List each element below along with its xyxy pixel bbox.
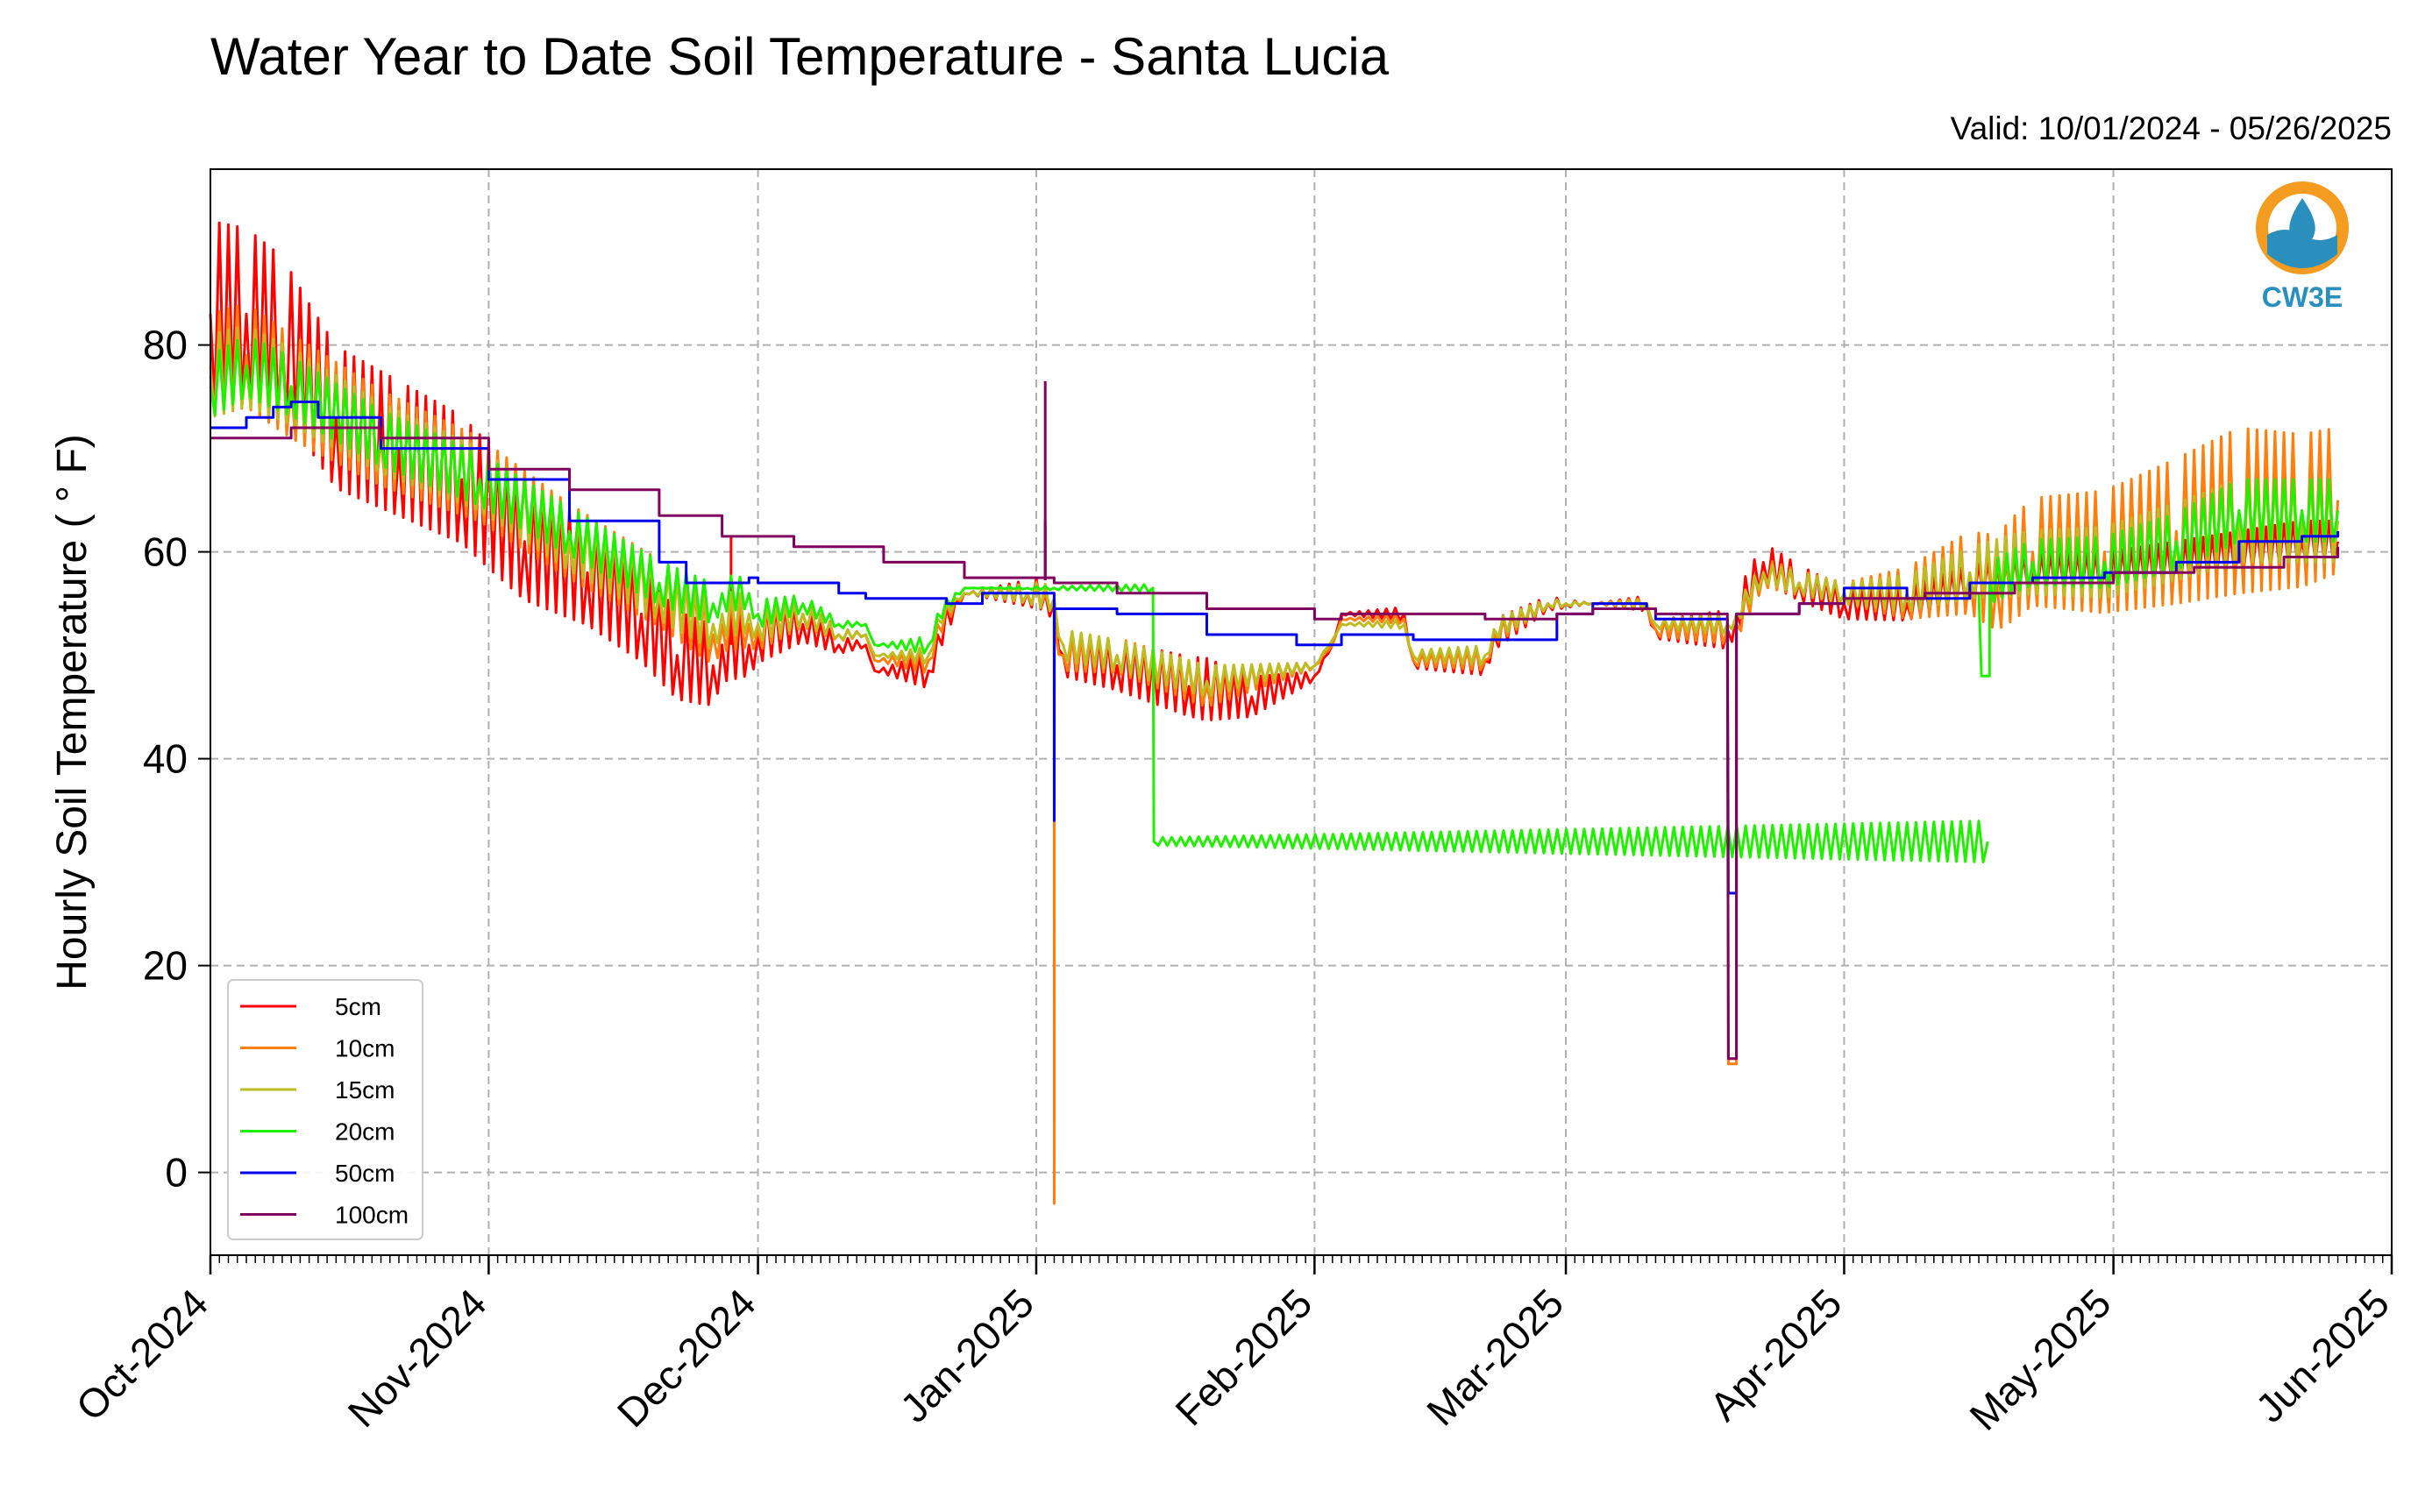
legend-label-10cm: 10cm xyxy=(335,1035,395,1062)
logo-drop-icon xyxy=(2289,198,2315,245)
y-tick-label: 20 xyxy=(143,943,188,989)
x-tick-label: Nov-2024 xyxy=(339,1280,495,1436)
x-tick-label: Dec-2024 xyxy=(608,1280,765,1436)
valid-date-range: Valid: 10/01/2024 - 05/26/2025 xyxy=(1950,110,2392,146)
legend-label-50cm: 50cm xyxy=(335,1160,395,1187)
y-tick-label: 0 xyxy=(165,1150,188,1196)
x-tick-label: Oct-2024 xyxy=(68,1280,217,1430)
plot-frame xyxy=(210,168,2393,1256)
series-lines xyxy=(209,221,2340,1205)
cw3e-logo: CW3E xyxy=(2256,181,2349,313)
series-line-100cm xyxy=(210,426,2340,1061)
logo-text: CW3E xyxy=(2262,281,2343,313)
series-line-50cm xyxy=(210,401,2340,895)
x-tick-label: May-2025 xyxy=(1960,1280,2119,1438)
x-tick-label: Mar-2025 xyxy=(1418,1280,1572,1434)
legend-label-5cm: 5cm xyxy=(335,993,381,1020)
legend: 5cm 10cm 15cm 20cm 50cm 100cm xyxy=(227,979,423,1240)
series-line-10cm xyxy=(209,304,2340,1205)
grid-lines xyxy=(210,169,2393,1255)
y-axis-label: Hourly Soil Temperature ( ° F) xyxy=(49,434,96,990)
series-line-15cm xyxy=(209,326,2340,697)
x-tick-label: Jan-2025 xyxy=(892,1280,1042,1430)
series-line-5cm xyxy=(209,221,2340,721)
x-tick-label: Apr-2025 xyxy=(1701,1280,1851,1430)
legend-box xyxy=(227,979,423,1240)
legend-label-15cm: 15cm xyxy=(335,1076,395,1104)
logo-wave-icon xyxy=(2267,230,2337,268)
legend-label-20cm: 20cm xyxy=(335,1118,395,1146)
legend-label-100cm: 100cm xyxy=(335,1202,409,1229)
y-tick-label: 80 xyxy=(143,323,188,368)
axes: 0 20 40 60 80 Oct-2024 Nov-2024 Dec-2024 Jan-202… xyxy=(49,168,2398,1439)
x-tick-label: Jun-2025 xyxy=(2247,1280,2398,1430)
chart-title: Water Year to Date Soil Temperature - Sa… xyxy=(210,27,1390,86)
x-tick-label: Feb-2025 xyxy=(1166,1280,1320,1434)
y-tick-label: 60 xyxy=(143,529,188,575)
y-tick-label: 40 xyxy=(143,736,188,782)
